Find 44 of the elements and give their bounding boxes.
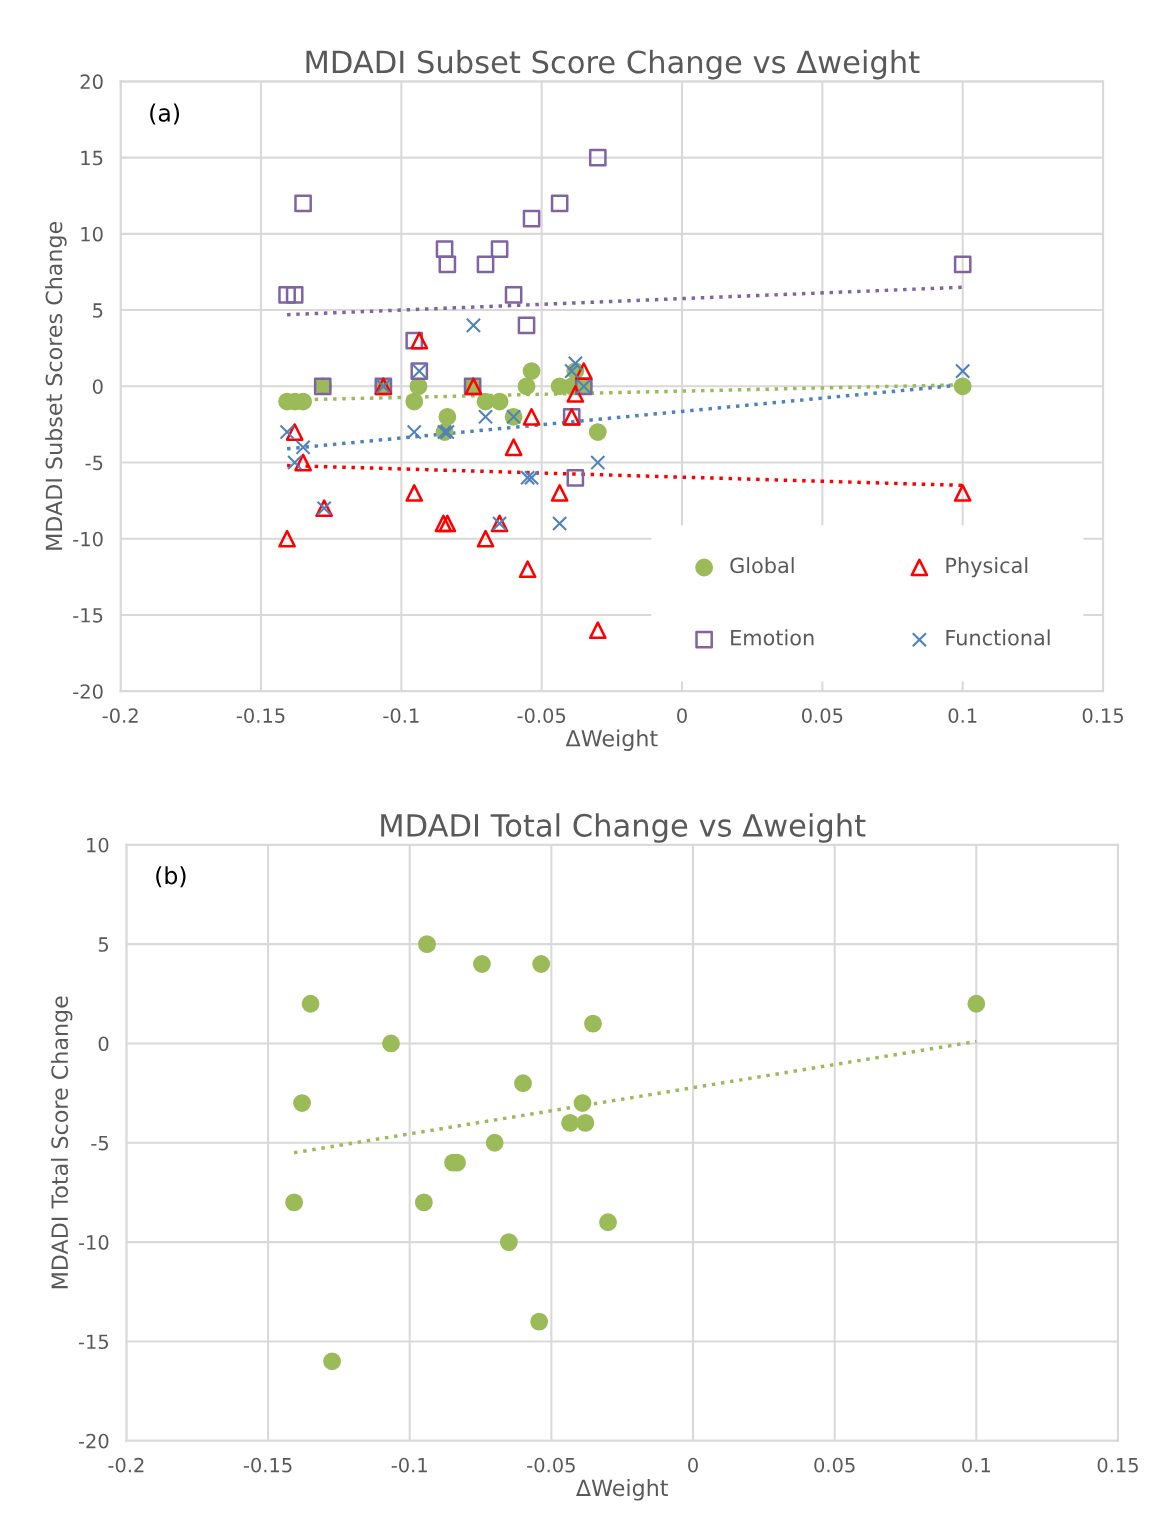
x-tick-label: -0.2 bbox=[102, 708, 138, 723]
y-tick-label: -5 bbox=[91, 1136, 109, 1151]
x-tick-label: 0.05 bbox=[801, 708, 843, 723]
y-tick-label: -10 bbox=[78, 1235, 109, 1250]
legend-label: Emotion bbox=[731, 629, 814, 646]
y-tick-label: 15 bbox=[81, 150, 103, 166]
x-tick-label: -0.15 bbox=[243, 1457, 292, 1473]
x-tick-label: -0.05 bbox=[527, 1457, 575, 1473]
y-tick-label: 5 bbox=[93, 303, 103, 318]
y-tick-label: 0 bbox=[92, 379, 103, 394]
annotation: (a) bbox=[150, 103, 180, 125]
y-tick-label: -15 bbox=[78, 1334, 109, 1350]
y-tick-label: 10 bbox=[87, 837, 109, 853]
legend-label: Global bbox=[730, 557, 794, 574]
y-tick-label: -20 bbox=[73, 684, 103, 699]
chart-title: MDADI Total Change vs Δweight bbox=[381, 813, 866, 843]
y-tick-label: 0 bbox=[98, 1036, 109, 1052]
x-tick-label: 0.1 bbox=[962, 1457, 990, 1473]
x-tick-label: -0.05 bbox=[517, 708, 566, 723]
y-tick-label: -10 bbox=[73, 531, 103, 547]
legend-label: Physical bbox=[946, 557, 1028, 578]
x-axis-title: ΔWeight bbox=[565, 729, 658, 751]
x-tick-label: -0.15 bbox=[236, 708, 285, 723]
x-tick-label: 0 bbox=[688, 1457, 698, 1473]
y-tick-label: 5 bbox=[98, 937, 109, 952]
y-axis-title: MDADI Total Score Change bbox=[50, 996, 73, 1289]
annotation: (b) bbox=[156, 866, 186, 888]
x-tick-label: 0.15 bbox=[1097, 1457, 1138, 1473]
x-tick-label: -0.1 bbox=[383, 708, 419, 723]
x-axis-title: ΔWeight bbox=[576, 1479, 668, 1501]
x-tick-label: 0.15 bbox=[1082, 708, 1123, 723]
y-tick-label: -5 bbox=[85, 455, 103, 471]
y-axis-title: MDADI Subset Scores Change bbox=[45, 221, 67, 550]
y-tick-label: -20 bbox=[78, 1433, 109, 1449]
x-tick-label: 0.05 bbox=[814, 1457, 855, 1473]
x-tick-label: 0 bbox=[677, 708, 687, 723]
y-tick-label: 20 bbox=[80, 74, 103, 90]
chart-title: MDADI Subset Score Change vs Δweight bbox=[306, 49, 920, 80]
x-tick-label: 0.1 bbox=[948, 708, 977, 723]
y-tick-label: -15 bbox=[73, 608, 103, 623]
legend-label: Functional bbox=[946, 629, 1050, 646]
x-tick-label: -0.2 bbox=[108, 1457, 144, 1473]
x-tick-label: -0.1 bbox=[391, 1457, 427, 1473]
y-tick-label: 10 bbox=[81, 226, 103, 242]
